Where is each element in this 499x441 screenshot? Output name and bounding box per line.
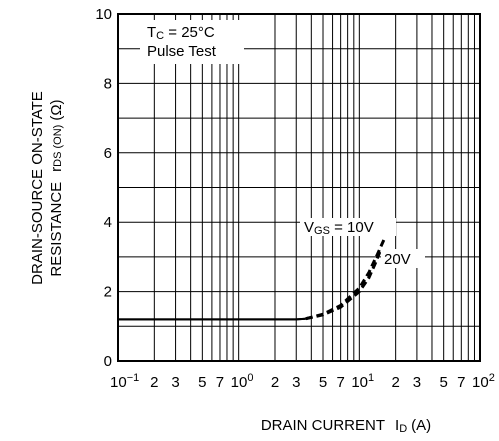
y-tick-label: 8 [104,75,112,92]
y-tick-label: 4 [104,214,112,231]
grid [118,14,480,361]
series-label-20v: 20V [384,251,411,268]
y-tick-label: 0 [104,353,112,370]
conditions-box [140,20,244,64]
x-tick-label: 101 [351,372,374,391]
series-label-bg-20v [381,249,425,268]
x-tick-label: 7 [457,374,465,391]
series-label-vgs-10v: VGS = 10V [304,219,374,237]
x-tick-label: 5 [319,374,327,391]
x-tick-label: 5 [198,374,206,391]
x-tick-label: 3 [292,374,300,391]
y-tick-label: 10 [95,6,112,23]
x-axis-label: DRAIN CURRENT ID (A) [261,417,431,435]
x-tick-label: 3 [171,374,179,391]
y-axis-label-line2: RESISTANCErDS (ON)(Ω) [48,99,65,276]
series-1-dashed [305,249,382,321]
plot-frame [117,13,481,362]
x-tick-label: 5 [440,374,448,391]
x-tick-label: 10−1 [110,372,139,391]
x-tick-label: 3 [413,374,421,391]
x-tick-label: 100 [231,372,254,391]
x-tick-label: 102 [472,372,495,391]
x-tick-label: 7 [216,374,224,391]
y-tick-labels: 0 2 4 6 8 10 [95,6,112,370]
y-tick-label: 6 [104,145,112,162]
series-0-dashed [305,238,386,321]
x-tick-label: 2 [271,374,279,391]
x-tick-labels: 10−1 2 3 5 7 100 2 3 5 7 101 2 3 5 7 102 [110,372,495,391]
x-tick-label: 2 [391,374,399,391]
y-axis-label-line1: DRAIN-SOURCE ON-STATE [29,91,46,285]
series-1-solid [118,317,306,321]
y-axis-label: DRAIN-SOURCE ON-STATE RESISTANCErDS (ON)… [29,91,65,285]
series-label-bg-vgs10 [300,218,396,236]
x-tick-label: 2 [150,374,158,391]
condition-temperature: TC = 25°C [147,24,215,42]
curves [118,238,386,321]
x-tick-label: 7 [336,374,344,391]
y-tick-label: 2 [104,284,112,301]
condition-pulse-test: Pulse Test [147,43,217,60]
